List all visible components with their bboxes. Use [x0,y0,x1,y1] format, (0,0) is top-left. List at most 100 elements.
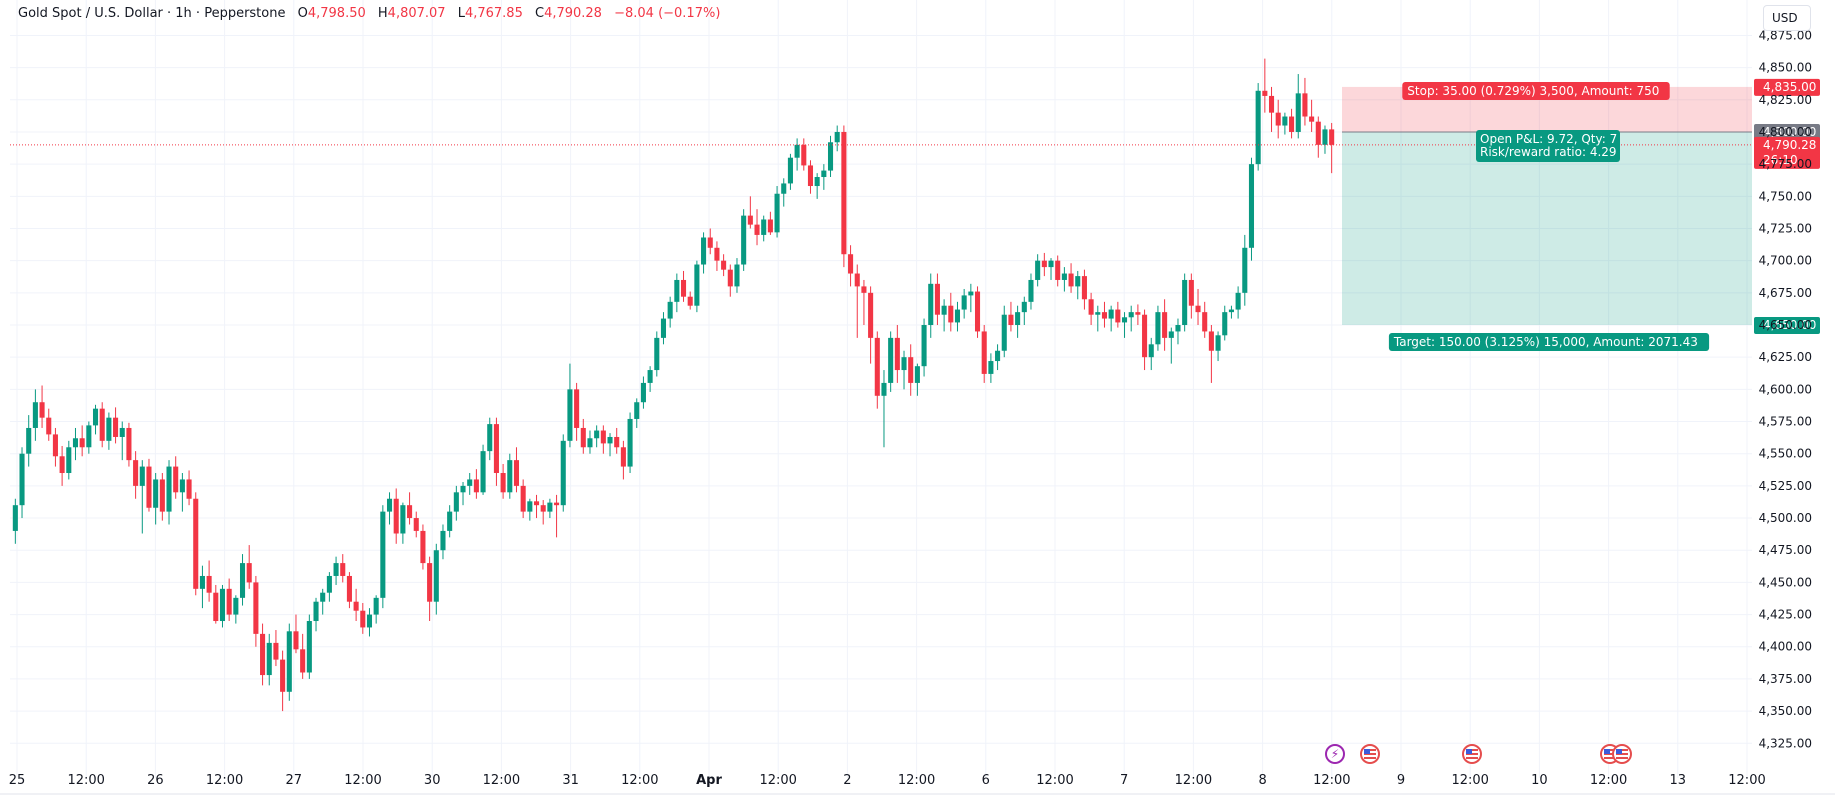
candle-body [179,479,185,493]
x-tick-label: 12:00 [1590,773,1627,788]
us-flag-icon[interactable] [1612,744,1632,764]
candle [39,385,45,428]
candle-body [1315,121,1321,145]
x-tick-label: 25 [9,773,26,788]
candle [1061,267,1067,292]
position-overlay[interactable]: Stop: 35.00 (0.729%) 3,500, Amount: 750 T… [10,78,1820,351]
candle [420,524,426,570]
candle-body [861,286,867,293]
candle-body [86,425,92,448]
candle-body [1329,129,1335,145]
change-value: −8.04 (−0.17%) [614,6,721,21]
candle-body [627,418,633,467]
candle-body [413,518,419,531]
candle [1068,263,1074,293]
candle-body [834,131,840,143]
candle [674,273,680,313]
candle [647,366,653,392]
candle [1055,255,1061,287]
candle-body [206,575,212,593]
candle [1108,305,1114,332]
candle-body [1289,116,1295,132]
candle [1041,252,1047,277]
candle [607,433,613,457]
candle [600,425,606,454]
candle-body [219,588,226,622]
candle [1188,273,1194,319]
candle-body [1068,273,1074,287]
y-tick-label: 4,550.00 [1759,447,1812,461]
symbol-title[interactable]: Gold Spot / U.S. Dollar · 1h · Peppersto… [18,6,286,21]
x-tick-label: 12:00 [898,773,935,788]
entry-price-tag-bg [1754,123,1820,141]
candle [754,209,760,246]
candle [380,505,386,609]
candle-body [1081,276,1087,300]
y-tick-label: 4,600.00 [1759,382,1812,396]
candle-body [1322,129,1328,145]
us-flag-icon[interactable] [1462,744,1482,764]
candle [199,565,205,609]
candle [1255,83,1261,171]
target-label-bg [1388,333,1710,351]
candle [246,545,252,589]
candle [574,382,580,441]
us-flag-icon[interactable] [1360,744,1380,764]
candle-body [667,301,673,319]
candle [306,614,312,679]
candle-body [1248,164,1255,248]
y-tick-label: 4,675.00 [1759,286,1812,300]
candle-body [888,337,894,383]
candle [513,447,520,493]
candle [767,211,773,235]
lightning-icon[interactable]: ⚡ [1325,744,1345,764]
candle-body [868,292,874,338]
stop-price-tag-bg [1754,78,1820,96]
candle-body [761,219,767,235]
candle [1128,305,1134,332]
candle-body [440,530,446,551]
candle [761,215,767,242]
candle-body [533,501,540,506]
candle-body [580,427,586,448]
candle [961,288,967,319]
candle [467,473,473,495]
candle-body [1282,116,1288,126]
currency-button[interactable]: USD [1763,5,1811,31]
pnl-box-bg [1476,130,1620,162]
candle [614,427,620,454]
x-tick-label: Apr [696,773,722,788]
y-tick-label: 4,825.00 [1759,93,1812,107]
candle [186,470,192,506]
candle-body [126,427,132,461]
candle-body [567,389,573,441]
candle [139,460,145,534]
candle [373,595,379,624]
candle-body [1095,312,1101,315]
candle [219,584,226,628]
candle-body [961,295,967,310]
candle-body [620,447,626,467]
candle-body [574,389,580,428]
candle-body [727,269,733,287]
candle-body [874,337,880,396]
y-tick-label: 4,475.00 [1759,543,1812,557]
candle-body [894,337,900,371]
last-price-tag-bg [1754,136,1820,169]
candle [1028,273,1034,310]
candle-body [1148,344,1154,358]
candle [921,318,927,377]
candle [707,228,713,255]
candle-body [1222,312,1228,336]
candle-body [814,177,820,187]
candle-body [1061,273,1067,280]
candle-body [1041,260,1047,268]
candle [721,254,727,277]
candle [393,488,399,544]
candle [774,186,780,238]
candle-body [1235,292,1241,310]
y-tick-label: 4,450.00 [1759,575,1812,589]
candle-body [881,382,887,396]
candle-body [1135,312,1141,315]
